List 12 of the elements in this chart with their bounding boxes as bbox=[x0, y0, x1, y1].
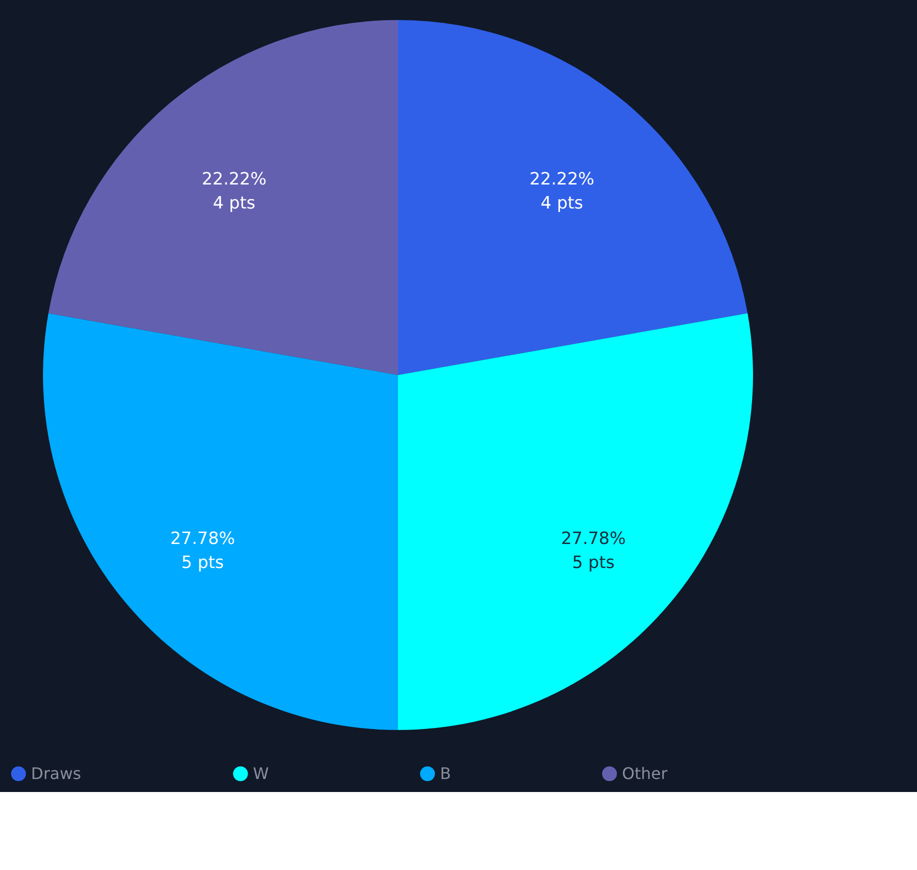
legend-label: B bbox=[440, 764, 451, 783]
pie-slice bbox=[43, 313, 398, 730]
pie-slice bbox=[48, 20, 398, 375]
legend-label: W bbox=[253, 764, 269, 783]
data-label: 22.22% 4 pts bbox=[529, 170, 594, 214]
legend-label: Draws bbox=[31, 764, 82, 783]
pie-slice bbox=[398, 313, 753, 730]
legend-label: Other bbox=[622, 764, 668, 783]
data-label: 27.78% 5 pts bbox=[170, 528, 236, 573]
data-label: 22.22% 4 pts bbox=[202, 170, 267, 214]
pie-slice bbox=[398, 20, 748, 375]
data-label: 27.78% 5 pts bbox=[560, 528, 626, 573]
